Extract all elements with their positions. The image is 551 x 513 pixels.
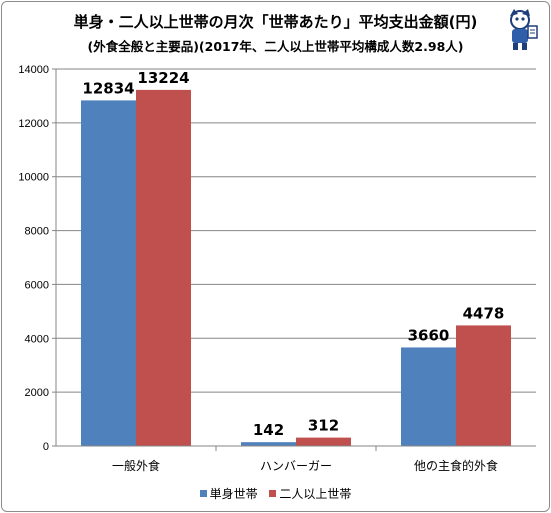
data-label: 312 xyxy=(308,417,339,435)
legend-item-multi: 二人以上世帯 xyxy=(269,485,351,502)
y-tick-label: 12000 xyxy=(18,118,49,130)
bar-single-1 xyxy=(241,442,296,446)
y-tick-label: 14000 xyxy=(18,64,49,76)
data-label: 12834 xyxy=(82,79,134,97)
y-tick-label: 6000 xyxy=(25,279,49,291)
legend: 単身世帯 二人以上世帯 xyxy=(2,485,549,502)
bar-multi-0 xyxy=(136,89,191,446)
bar-multi-2 xyxy=(456,325,511,446)
legend-label-single: 単身世帯 xyxy=(209,487,258,501)
data-label: 13224 xyxy=(137,69,189,87)
x-category-label: 他の主食的外食 xyxy=(414,458,498,473)
legend-item-single: 単身世帯 xyxy=(199,485,258,502)
chart-title: 単身・二人以上世帯の月次「世帯あたり」平均支出金額(円) xyxy=(73,13,478,31)
y-tick-label: 8000 xyxy=(25,226,49,238)
bar-single-2 xyxy=(401,347,456,446)
labels: 0 2000 4000 6000 8000 10000 12000 14000 12834132… xyxy=(18,64,504,473)
data-label: 142 xyxy=(253,421,284,439)
y-tick-label: 0 xyxy=(43,441,49,453)
x-category-label: ハンバーガー xyxy=(260,459,332,473)
x-category-label: 一般外食 xyxy=(112,458,160,473)
legend-label-multi: 二人以上世帯 xyxy=(279,487,352,501)
legend-swatch-multi xyxy=(269,490,277,497)
chart-subtitle: (外食全般と主要品)(2017年、二人以上世帯平均構成人数2.98人) xyxy=(87,39,464,54)
bar-multi-1 xyxy=(296,437,351,446)
y-tick-label: 4000 xyxy=(25,333,49,345)
bars xyxy=(81,89,511,446)
y-tick-label: 2000 xyxy=(25,387,49,399)
mascot-icon xyxy=(510,9,538,50)
axes xyxy=(52,68,536,451)
data-label: 4478 xyxy=(463,304,505,322)
bar-single-0 xyxy=(81,100,136,446)
legend-swatch-single xyxy=(199,490,207,497)
data-label: 3660 xyxy=(408,326,450,344)
y-tick-label: 10000 xyxy=(18,172,49,184)
